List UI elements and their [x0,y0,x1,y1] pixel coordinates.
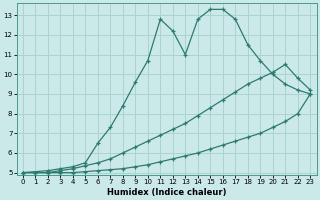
X-axis label: Humidex (Indice chaleur): Humidex (Indice chaleur) [107,188,226,197]
